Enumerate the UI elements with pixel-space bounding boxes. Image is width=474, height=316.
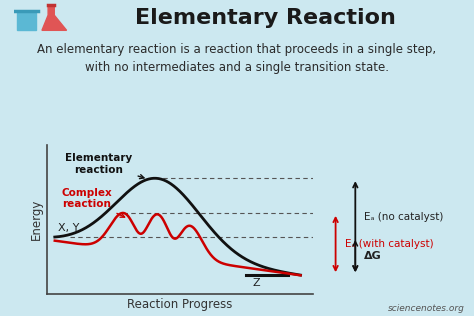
Text: Elementary Reaction: Elementary Reaction: [135, 8, 396, 28]
Polygon shape: [42, 6, 66, 30]
Y-axis label: Energy: Energy: [30, 199, 43, 240]
Text: Eₐ (with catalyst): Eₐ (with catalyst): [345, 239, 433, 249]
Text: sciencenotes.org: sciencenotes.org: [388, 304, 465, 313]
Text: ΔG: ΔG: [365, 251, 382, 261]
Text: Elementary
reaction: Elementary reaction: [65, 153, 144, 179]
X-axis label: Reaction Progress: Reaction Progress: [128, 298, 233, 311]
Text: Z: Z: [253, 278, 260, 288]
Text: An elementary reaction is a reaction that proceeds in a single step,
with no int: An elementary reaction is a reaction tha…: [37, 43, 437, 74]
Text: Eₐ (no catalyst): Eₐ (no catalyst): [365, 212, 444, 222]
Text: X, Y: X, Y: [58, 223, 80, 233]
Text: Complex
reaction: Complex reaction: [61, 188, 125, 217]
Polygon shape: [17, 11, 36, 30]
